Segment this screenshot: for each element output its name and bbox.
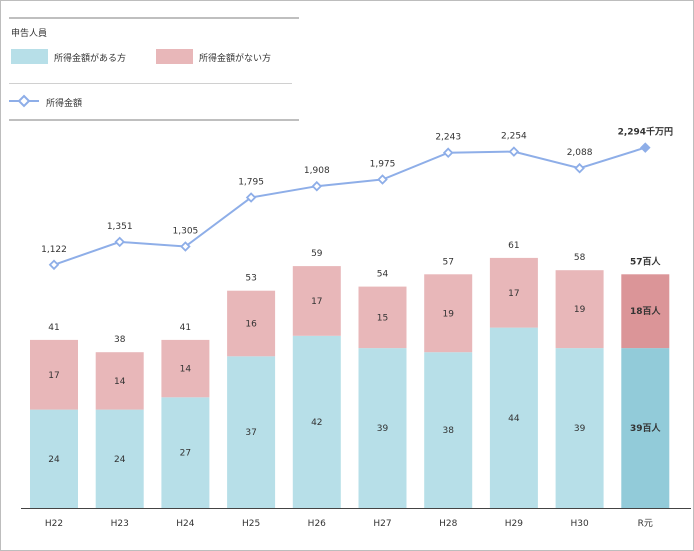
legend-label-no-income: 所得金額がない方 — [199, 54, 272, 64]
income-line — [53, 146, 646, 266]
bar-no-income-label: 15 — [377, 313, 388, 323]
bar-no-income — [292, 266, 341, 336]
line-value-label: 1,351 — [107, 222, 133, 232]
bar-total-label: 57 — [442, 257, 453, 267]
bar-no-income — [30, 339, 78, 410]
bar-income — [292, 335, 341, 508]
line-point — [574, 162, 585, 174]
line-value-label: 1,305 — [173, 227, 199, 237]
bar-no-income — [227, 290, 276, 357]
bar-total-label: 38 — [114, 335, 126, 345]
legend-line-icon — [9, 94, 39, 108]
bar-income-label: 24 — [48, 455, 60, 465]
bar-no-income — [555, 270, 604, 349]
line-value-label: 2,088 — [567, 148, 593, 158]
bar-no-income — [621, 274, 670, 349]
bar-income — [30, 409, 78, 508]
bar-no-income-label: 19 — [574, 305, 586, 315]
bar-income — [95, 409, 144, 508]
line-point — [114, 236, 125, 248]
x-tick-label: H30 — [570, 519, 588, 529]
x-tick-label: H25 — [242, 519, 260, 529]
bar-total-label: 41 — [180, 323, 191, 333]
legend-title: 申告人員 — [11, 29, 48, 39]
bar-income — [489, 327, 538, 508]
line-value-label: 2,243 — [435, 133, 461, 143]
line-value-label: 1,122 — [41, 245, 67, 255]
x-tick-label: H22 — [45, 519, 63, 529]
bar-income-label: 42 — [311, 418, 322, 428]
bar-no-income — [489, 257, 538, 328]
bar-no-income-label: 19 — [442, 309, 454, 319]
bar-total-label: 54 — [377, 270, 389, 280]
legend-top-rule — [9, 17, 299, 19]
bar-no-income-label: 18百人 — [630, 305, 662, 317]
line-value-label: 1,908 — [304, 166, 330, 176]
legend-swatch-no-income — [156, 49, 193, 64]
line-point — [640, 142, 651, 153]
legend-label-income: 所得金額がある方 — [54, 54, 127, 64]
line-point — [442, 147, 454, 158]
legend-line-label: 所得金額 — [46, 99, 83, 109]
bar-income — [555, 348, 604, 508]
bar-no-income — [161, 339, 210, 398]
line-value-label: 1,795 — [238, 178, 264, 188]
bar-total-label: 57百人 — [630, 255, 662, 267]
bar-total-label: 59 — [311, 249, 323, 259]
bar-no-income — [424, 274, 473, 353]
x-tick-label: H29 — [505, 519, 523, 529]
line-point — [508, 146, 520, 157]
line-point — [245, 192, 257, 203]
legend-divider — [9, 83, 292, 84]
bar-income-label: 37 — [245, 428, 256, 438]
bar-total-label: 61 — [508, 241, 519, 251]
bar-no-income-label: 17 — [48, 371, 59, 381]
line-point — [311, 180, 323, 192]
bar-total-label: 41 — [48, 323, 59, 333]
bar-no-income — [95, 352, 144, 410]
x-tick-label: H26 — [308, 519, 326, 529]
bar-income-label: 44 — [508, 414, 520, 424]
x-tick-label: R元 — [638, 519, 653, 529]
legend-line-marker — [17, 94, 31, 108]
bar-no-income — [358, 286, 407, 349]
bar-income — [424, 352, 473, 508]
bar-income-label: 39百人 — [630, 422, 662, 434]
bar-income — [358, 348, 407, 508]
bar-income-label: 24 — [114, 455, 126, 465]
bar-total-label: 53 — [245, 274, 256, 284]
line-value-label: 2,254 — [501, 132, 527, 142]
bar-no-income-label: 17 — [311, 297, 322, 307]
x-tick-label: H23 — [111, 519, 129, 529]
legend-bottom-rule — [9, 119, 299, 121]
line-point — [48, 259, 60, 271]
bar-no-income-label: 17 — [508, 289, 519, 299]
x-tick-label: H24 — [176, 519, 194, 529]
bar-income — [227, 356, 276, 508]
x-tick-label: H27 — [373, 519, 391, 529]
bar-income-label: 39 — [377, 424, 389, 434]
bar-income-label: 38 — [442, 426, 454, 436]
bar-income-label: 27 — [180, 449, 191, 459]
bar-no-income-label: 14 — [180, 365, 192, 375]
legend-swatch-income — [11, 49, 48, 64]
line-point — [180, 241, 191, 252]
bar-income — [161, 397, 210, 508]
bar-income-label: 39 — [574, 424, 586, 434]
bar-income — [621, 348, 670, 508]
bar-no-income-label: 16 — [245, 320, 257, 330]
x-tick-label: H28 — [439, 519, 457, 529]
line-value-label: 1,975 — [370, 160, 396, 170]
bar-total-label: 58 — [574, 253, 586, 263]
line-point — [377, 174, 388, 185]
bar-no-income-label: 14 — [114, 377, 126, 387]
line-value-label: 2,294千万円 — [618, 126, 673, 138]
